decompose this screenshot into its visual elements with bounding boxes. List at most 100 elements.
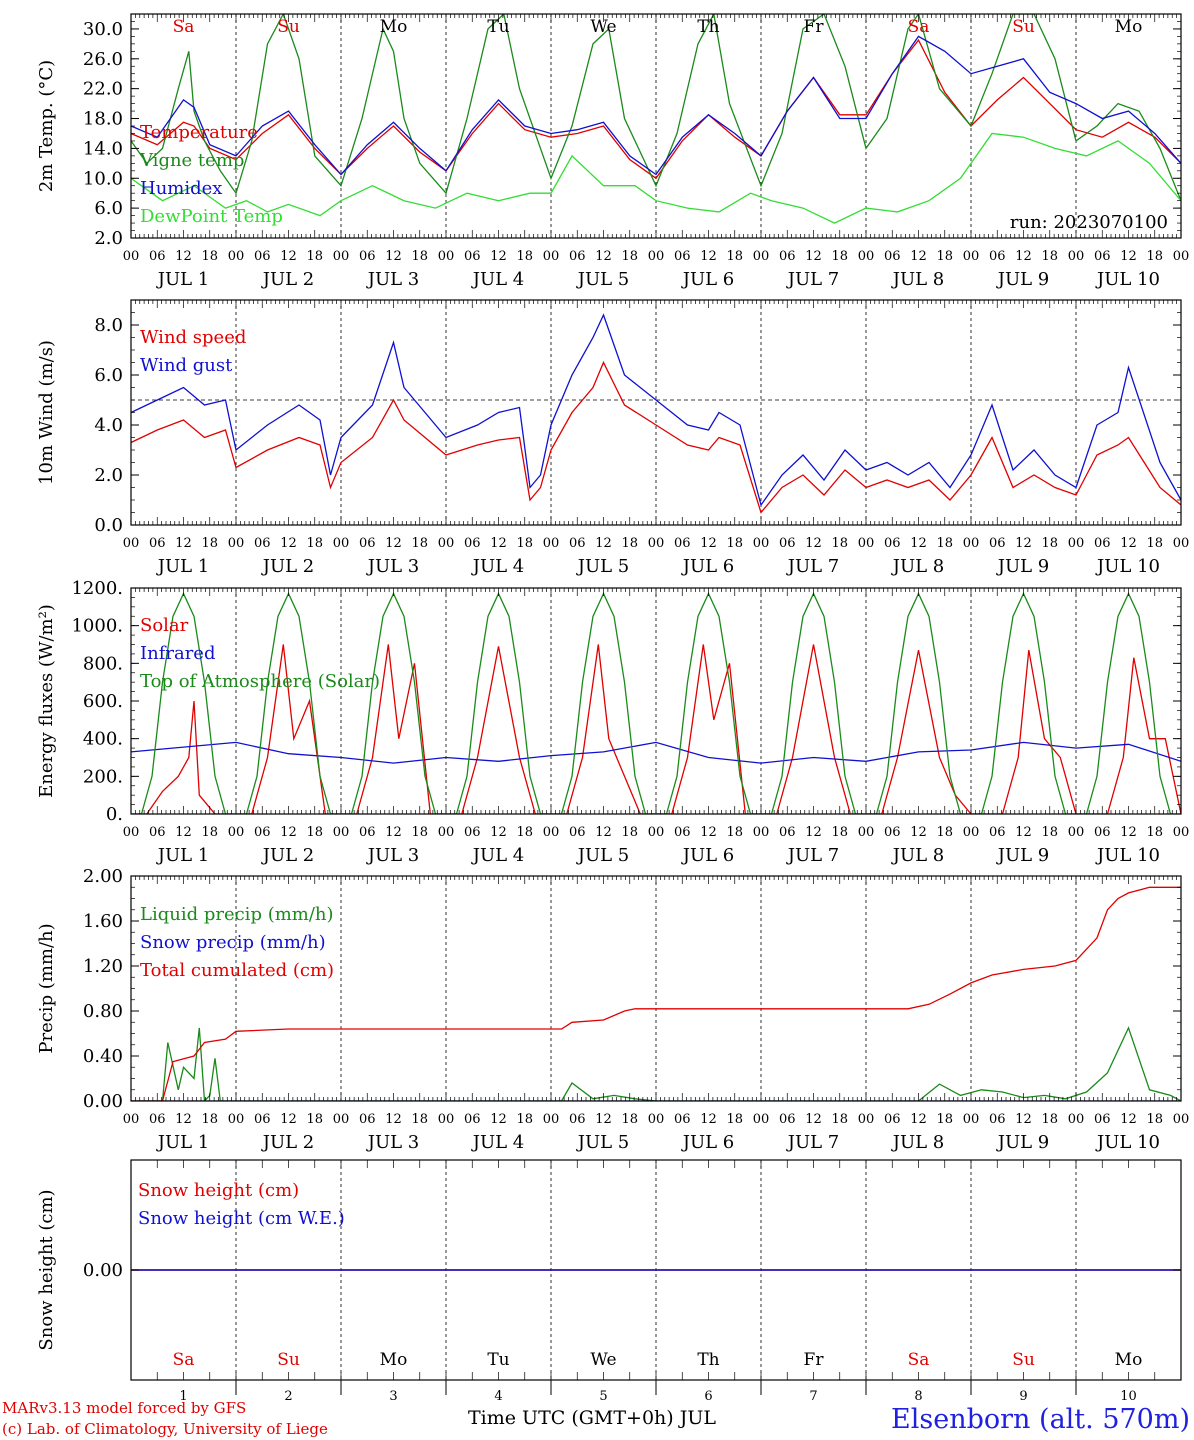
day-number: 2 [284, 1389, 292, 1404]
hour-label: 06 [569, 825, 586, 840]
hour-label: 00 [963, 825, 980, 840]
hour-label: 06 [254, 825, 271, 840]
y-axis-label: Energy fluxes (W/m²) [36, 604, 57, 798]
panel-3: 0. 200. 400. 600. 800. 1000. 1200. Energy fluxe… [36, 578, 1189, 866]
series-line [131, 132, 1181, 224]
day-label: JUL 6 [681, 269, 735, 290]
legend-entry: Wind speed [140, 327, 246, 348]
hour-label: 12 [385, 1112, 402, 1127]
hour-label: 06 [884, 249, 901, 264]
day-label: JUL 1 [156, 845, 210, 866]
hour-label: 18 [936, 1112, 953, 1127]
hour-label: 12 [490, 536, 507, 551]
legend-entry: Snow precip (mm/h) [140, 932, 326, 953]
day-label: JUL 5 [576, 269, 630, 290]
hour-label: 00 [333, 536, 350, 551]
hour-label: 06 [779, 249, 796, 264]
y-tick-label: 1.20 [83, 956, 123, 977]
series-line [131, 1026, 1181, 1101]
hour-label: 18 [726, 1112, 743, 1127]
weekday-label-bottom: Th [697, 1350, 719, 1370]
day-label: JUL 3 [366, 269, 420, 290]
day-label: JUL 6 [681, 556, 735, 577]
hour-label: 12 [700, 825, 717, 840]
y-tick-label: 10.0 [83, 168, 123, 189]
day-label: JUL 9 [996, 556, 1050, 577]
hour-label: 00 [648, 536, 665, 551]
y-tick-label: 1000. [71, 616, 123, 637]
y-tick-label: 0.0 [94, 515, 123, 536]
hour-label: 00 [1173, 825, 1190, 840]
hour-label: 06 [149, 825, 166, 840]
day-label: JUL 10 [1095, 845, 1160, 866]
hour-label: 06 [884, 1112, 901, 1127]
y-tick-label: 0.80 [83, 1001, 123, 1022]
hour-label: 12 [1015, 825, 1032, 840]
x-axis-label: Time UTC (GMT+0h) JUL [468, 1407, 716, 1429]
hour-label: 12 [385, 536, 402, 551]
weekday-label-top: Tu [487, 17, 509, 37]
legend-entry: Top of Atmosphere (Solar) [140, 671, 380, 692]
day-number: 3 [389, 1389, 397, 1404]
hour-label: 00 [963, 536, 980, 551]
legend-entry: DewPoint Temp [140, 206, 283, 227]
hour-label: 06 [884, 536, 901, 551]
y-tick-label: 1200. [71, 578, 123, 599]
y-tick-label: 1.60 [83, 911, 123, 932]
hour-label: 12 [1015, 249, 1032, 264]
hour-label: 06 [254, 536, 271, 551]
hour-label: 18 [621, 825, 638, 840]
hour-label: 00 [333, 825, 350, 840]
hour-label: 00 [1173, 536, 1190, 551]
hour-label: 12 [805, 825, 822, 840]
weekday-label-top: Sa [173, 17, 195, 37]
hour-label: 06 [674, 536, 691, 551]
hour-label: 06 [1094, 1112, 1111, 1127]
hour-label: 06 [674, 1112, 691, 1127]
y-tick-label: 400. [83, 729, 123, 750]
series-line [131, 14, 1181, 201]
weekday-label-bottom: Fr [804, 1350, 825, 1370]
hour-label: 12 [910, 1112, 927, 1127]
hour-label: 06 [359, 825, 376, 840]
day-label: JUL 5 [576, 845, 630, 866]
day-label: JUL 9 [996, 1132, 1050, 1153]
series-line [131, 38, 1181, 180]
hour-label: 00 [753, 249, 770, 264]
series-line [131, 313, 1181, 507]
credit-lab: (c) Lab. of Climatology, University of L… [2, 1420, 328, 1438]
hour-label: 06 [989, 249, 1006, 264]
day-label: JUL 4 [471, 845, 525, 866]
hour-label: 12 [805, 1112, 822, 1127]
hour-label: 06 [1094, 825, 1111, 840]
hour-label: 00 [123, 536, 140, 551]
hour-label: 18 [1041, 249, 1058, 264]
hour-label: 00 [543, 1112, 560, 1127]
day-label: JUL 6 [681, 845, 735, 866]
hour-label: 00 [1068, 1112, 1085, 1127]
day-number: 4 [494, 1389, 502, 1404]
day-number: 1 [179, 1389, 187, 1404]
day-label: JUL 10 [1095, 269, 1160, 290]
hour-label: 12 [280, 536, 297, 551]
hour-label: 18 [1041, 1112, 1058, 1127]
series-line [131, 592, 1181, 814]
y-tick-label: 0.00 [83, 1091, 123, 1112]
hour-label: 00 [858, 536, 875, 551]
day-label: JUL 4 [471, 269, 525, 290]
hour-label: 06 [149, 249, 166, 264]
hour-label: 00 [858, 1112, 875, 1127]
day-label: JUL 7 [786, 1132, 840, 1153]
day-label: JUL 2 [261, 556, 315, 577]
y-tick-label: 4.0 [94, 415, 123, 436]
hour-label: 12 [175, 825, 192, 840]
hour-label: 18 [1146, 249, 1163, 264]
hour-label: 12 [175, 1112, 192, 1127]
day-label: JUL 9 [996, 845, 1050, 866]
hour-label: 00 [333, 1112, 350, 1127]
hour-label: 06 [464, 249, 481, 264]
hour-label: 06 [464, 825, 481, 840]
day-label: JUL 7 [786, 845, 840, 866]
day-label: JUL 6 [681, 1132, 735, 1153]
hour-label: 00 [963, 249, 980, 264]
